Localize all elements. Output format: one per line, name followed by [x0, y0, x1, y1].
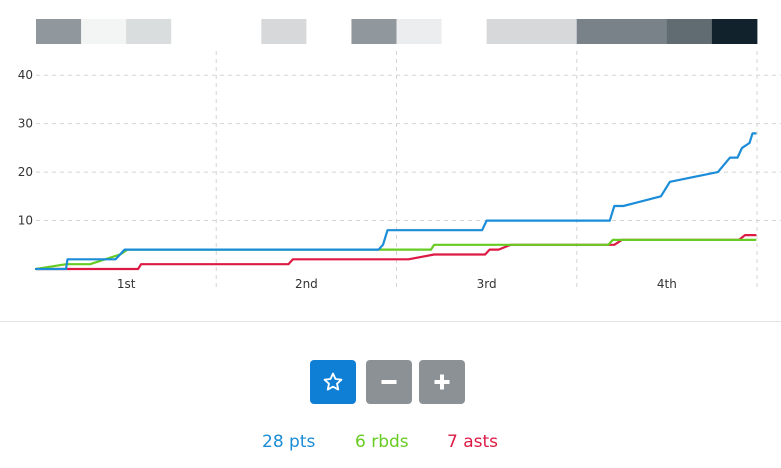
heat-cell	[36, 19, 82, 44]
series-line-pts	[34, 132, 757, 271]
y-tick-label: 40	[18, 68, 33, 82]
assists-stat: 7 asts	[447, 432, 499, 452]
heat-cell	[486, 19, 533, 44]
points-stat: 28 pts	[262, 432, 316, 452]
heat-strip	[36, 19, 758, 44]
heat-cell	[666, 19, 713, 44]
heat-cell	[396, 19, 442, 44]
x-axis: 1st 2nd 3rd 4th	[117, 277, 677, 291]
favorite-button[interactable]	[310, 360, 356, 404]
x-tick-label: 1st	[117, 277, 136, 291]
heat-cell	[126, 19, 172, 44]
heat-cell	[306, 19, 352, 44]
heat-cell	[216, 19, 262, 44]
x-tick-label: 4th	[657, 277, 677, 291]
y-axis: 10 20 30 40	[18, 68, 33, 227]
star-outline-icon	[323, 372, 343, 391]
heat-cell	[351, 19, 397, 44]
heat-cell	[441, 19, 488, 44]
section-divider	[0, 321, 781, 322]
y-tick-label: 20	[18, 165, 33, 179]
heat-cell	[261, 19, 307, 44]
stat-summary: 28 pts 6 rbds 7 asts	[0, 432, 781, 460]
heat-cell	[711, 19, 758, 44]
chart-series	[34, 132, 757, 271]
chart-grid	[36, 51, 781, 288]
series-line-rbds	[34, 238, 757, 271]
rebounds-stat: 6 rbds	[355, 432, 409, 452]
plus-icon	[434, 374, 450, 390]
heat-cell	[171, 19, 217, 44]
zoom-in-button[interactable]	[419, 360, 465, 404]
heat-cell	[621, 19, 668, 44]
heat-cell	[81, 19, 127, 44]
heat-cell	[576, 19, 623, 44]
y-tick-label: 30	[18, 117, 33, 131]
stats-chart: 10 20 30 40 1st 2nd 3rd 4th	[18, 19, 781, 291]
x-tick-label: 3rd	[477, 277, 497, 291]
heat-cell	[531, 19, 578, 44]
y-tick-label: 10	[18, 214, 33, 228]
zoom-out-button[interactable]	[366, 360, 412, 404]
minus-icon	[381, 380, 397, 384]
x-tick-label: 2nd	[295, 277, 318, 291]
